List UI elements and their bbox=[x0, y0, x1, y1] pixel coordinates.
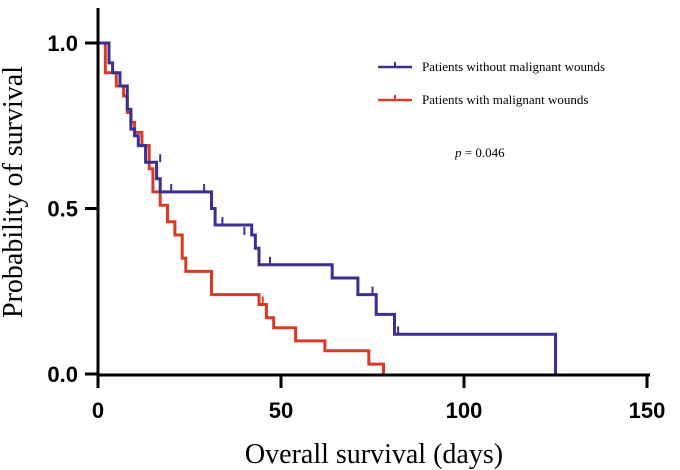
tick-layer: 0 50 100 150 0.0 0.5 1.0 bbox=[47, 31, 665, 423]
x-axis-title: Overall survival (days) bbox=[245, 439, 503, 470]
y-axis-title: Probability of survival bbox=[0, 66, 29, 318]
series-line-1 bbox=[96, 41, 385, 376]
y-tick-label-0: 0.0 bbox=[47, 362, 78, 387]
series-layer bbox=[96, 41, 557, 376]
legend-label-with: Patients with malignant wounds bbox=[422, 92, 588, 107]
x-tick-label-0: 0 bbox=[92, 398, 104, 423]
p-value-text: = 0.046 bbox=[462, 145, 506, 160]
legend: Patients without malignant wounds Patien… bbox=[378, 59, 605, 107]
series-line-0 bbox=[96, 41, 557, 376]
x-tick-label-2: 100 bbox=[446, 398, 483, 423]
legend-label-without: Patients without malignant wounds bbox=[422, 59, 605, 74]
y-tick-label-1: 0.5 bbox=[47, 197, 78, 222]
y-tick-label-2: 1.0 bbox=[47, 31, 78, 56]
p-value-annotation: p = 0.046 bbox=[454, 145, 505, 160]
p-symbol: p bbox=[454, 145, 462, 160]
x-tick-label-1: 50 bbox=[269, 398, 293, 423]
x-tick-label-3: 150 bbox=[629, 398, 666, 423]
